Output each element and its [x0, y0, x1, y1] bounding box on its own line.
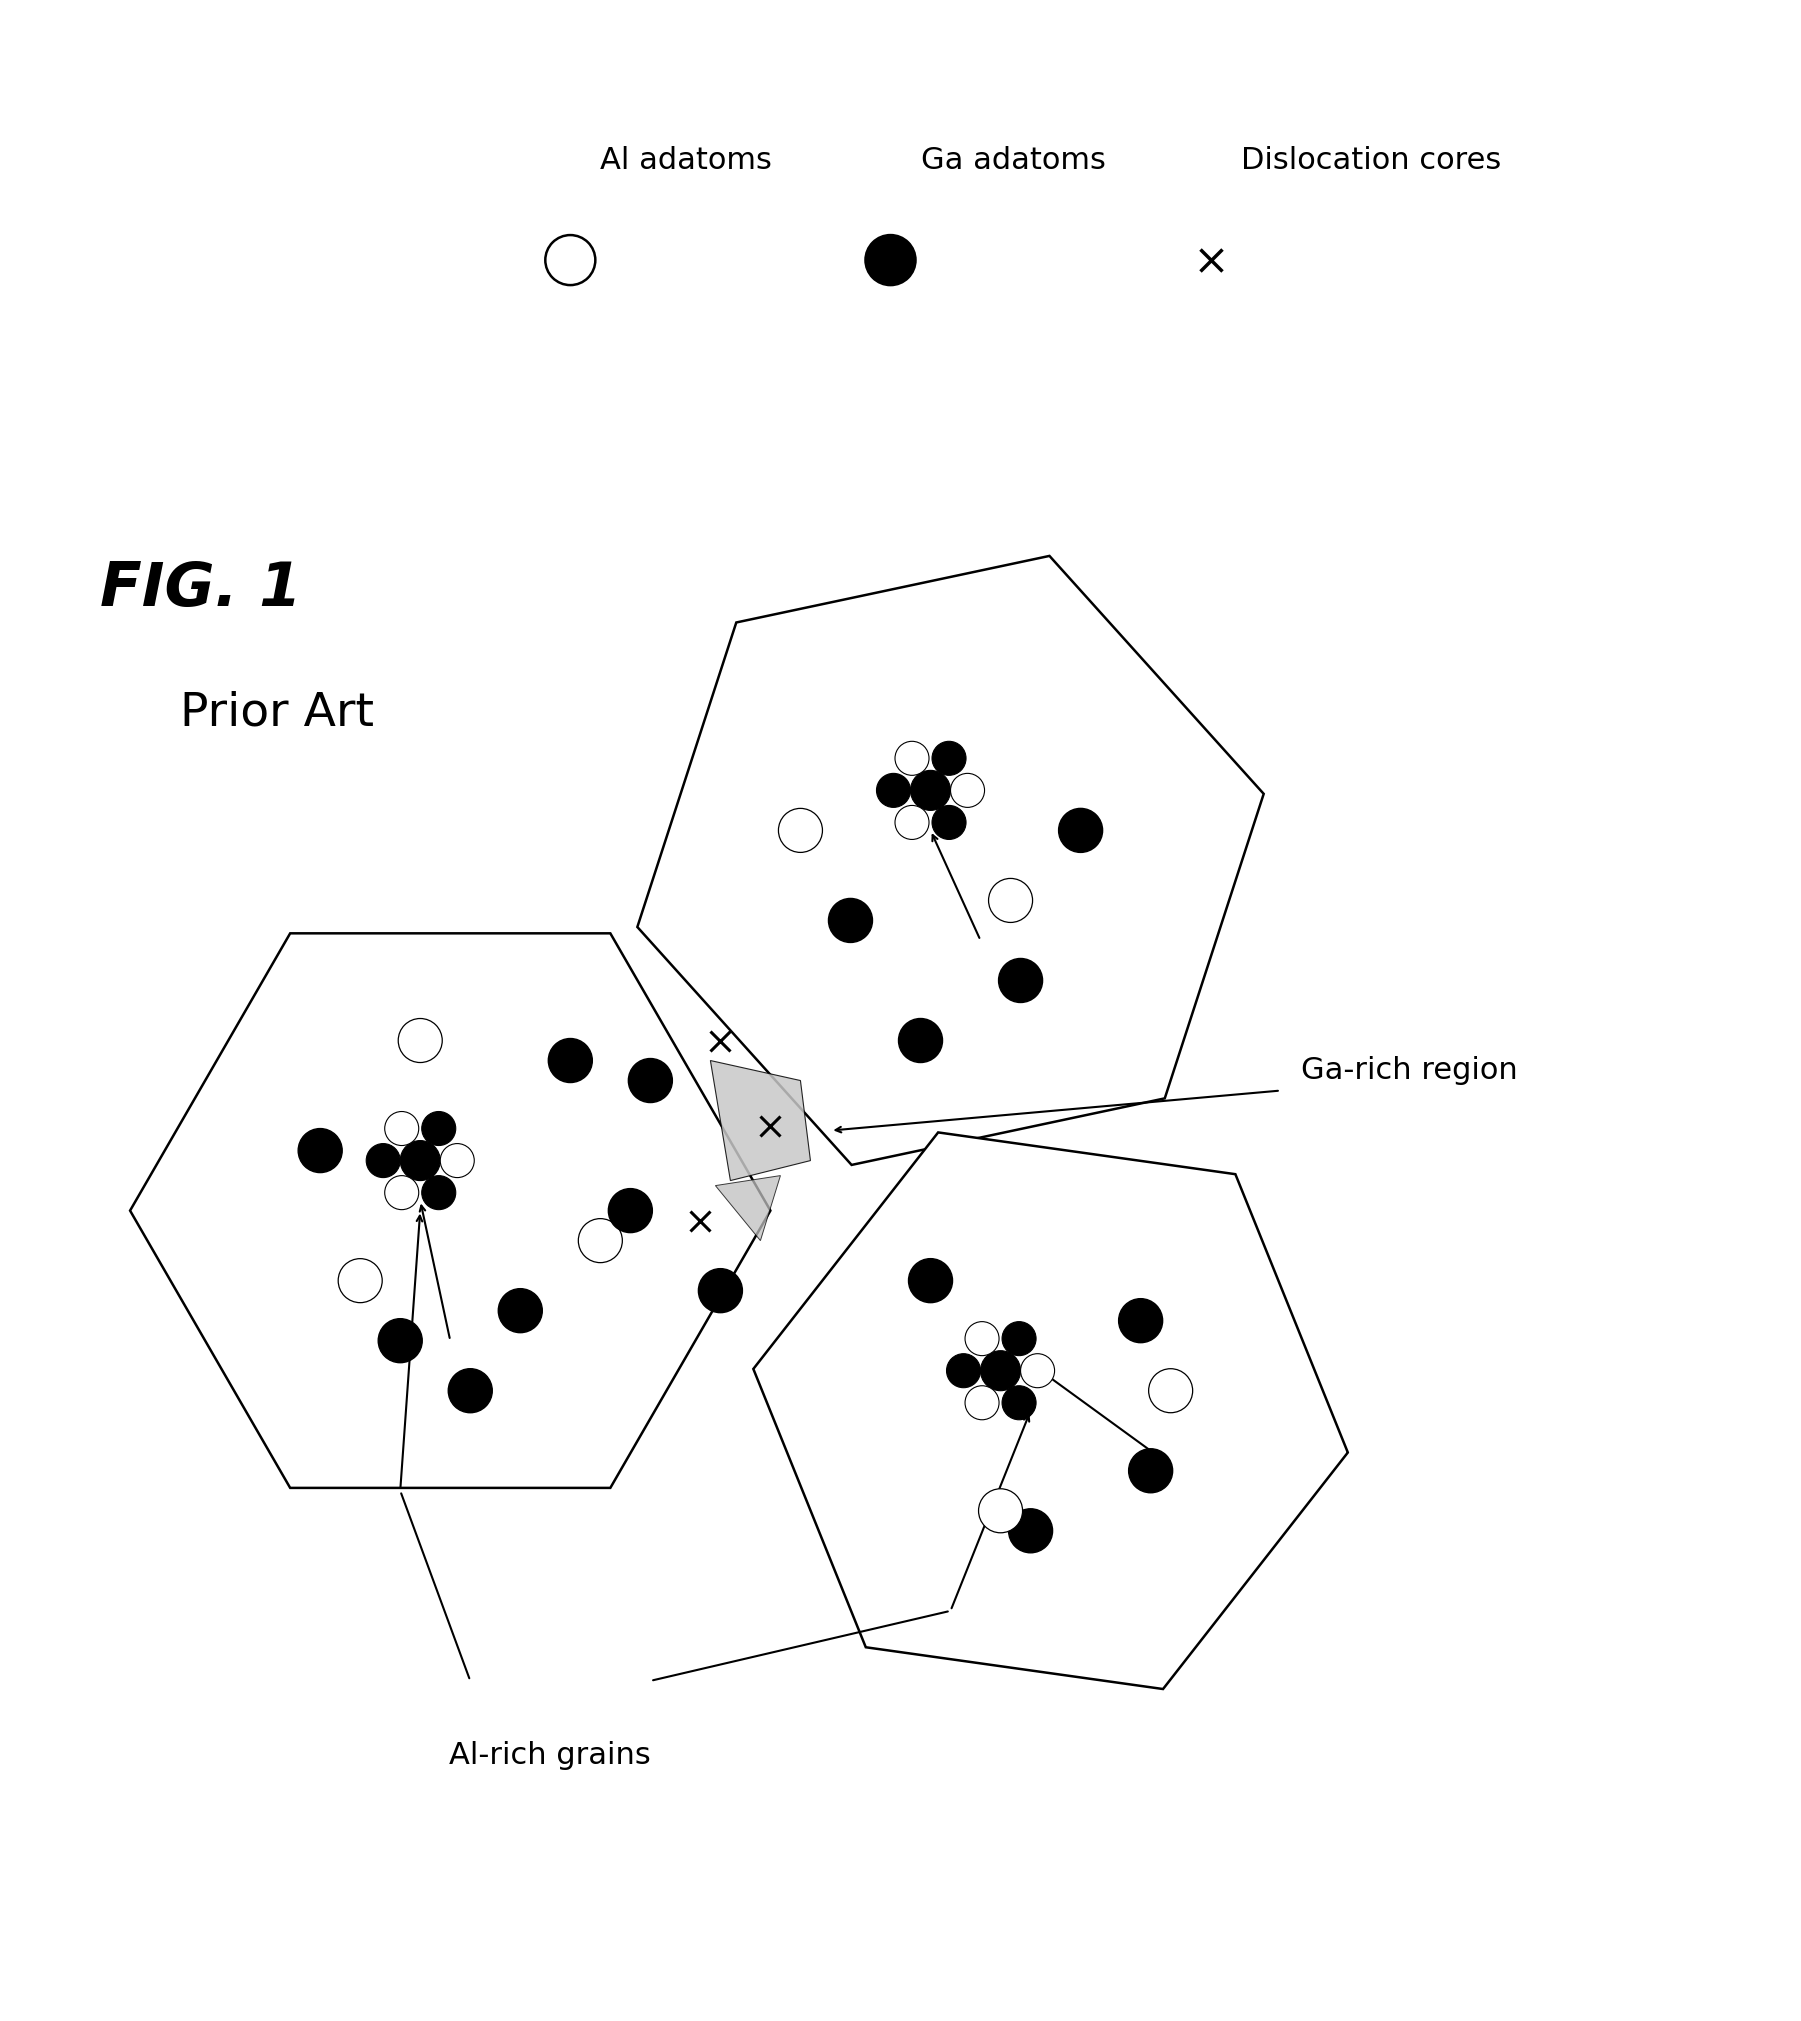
Circle shape	[989, 879, 1032, 922]
Circle shape	[299, 1128, 342, 1172]
Circle shape	[908, 1259, 953, 1304]
Circle shape	[609, 1188, 652, 1233]
Circle shape	[998, 958, 1043, 1002]
Circle shape	[965, 1386, 1000, 1421]
Polygon shape	[753, 1132, 1347, 1690]
Circle shape	[548, 1039, 593, 1083]
Circle shape	[778, 808, 823, 853]
Circle shape	[1001, 1322, 1036, 1356]
Circle shape	[877, 774, 911, 806]
Text: Ga adatoms: Ga adatoms	[920, 146, 1106, 174]
Circle shape	[1001, 1386, 1036, 1421]
Circle shape	[499, 1289, 542, 1332]
Circle shape	[895, 742, 929, 776]
Circle shape	[699, 1269, 742, 1314]
Circle shape	[385, 1176, 418, 1211]
Circle shape	[421, 1112, 456, 1146]
Text: Al-rich grains: Al-rich grains	[450, 1740, 652, 1770]
Circle shape	[448, 1368, 492, 1413]
Circle shape	[895, 806, 929, 839]
Circle shape	[366, 1144, 400, 1178]
Circle shape	[629, 1059, 672, 1103]
Circle shape	[933, 742, 965, 776]
Circle shape	[899, 1019, 942, 1063]
Circle shape	[1009, 1510, 1052, 1552]
Circle shape	[911, 770, 951, 810]
Polygon shape	[130, 934, 771, 1487]
Circle shape	[1129, 1449, 1172, 1494]
Circle shape	[1118, 1300, 1163, 1342]
Circle shape	[965, 1322, 1000, 1356]
Text: Prior Art: Prior Art	[180, 691, 375, 736]
Circle shape	[828, 899, 872, 942]
Circle shape	[978, 1489, 1023, 1532]
Circle shape	[1059, 808, 1102, 853]
Circle shape	[378, 1318, 421, 1362]
Circle shape	[980, 1350, 1021, 1390]
Circle shape	[421, 1176, 456, 1211]
Circle shape	[398, 1019, 443, 1063]
Text: Ga-rich region: Ga-rich region	[1300, 1057, 1518, 1085]
Circle shape	[578, 1219, 623, 1263]
Circle shape	[385, 1112, 418, 1146]
Circle shape	[439, 1144, 474, 1178]
Text: Dislocation cores: Dislocation cores	[1241, 146, 1500, 174]
Circle shape	[947, 1354, 980, 1388]
Circle shape	[339, 1259, 382, 1304]
Circle shape	[400, 1140, 439, 1180]
Text: Al adatoms: Al adatoms	[600, 146, 773, 174]
Circle shape	[1021, 1354, 1055, 1388]
Circle shape	[951, 774, 985, 806]
Circle shape	[546, 234, 596, 285]
Circle shape	[1149, 1368, 1192, 1413]
Circle shape	[933, 806, 965, 839]
Polygon shape	[715, 1176, 780, 1241]
Polygon shape	[710, 1061, 810, 1180]
Circle shape	[866, 234, 915, 285]
Polygon shape	[638, 556, 1264, 1164]
Text: FIG. 1: FIG. 1	[101, 560, 303, 618]
